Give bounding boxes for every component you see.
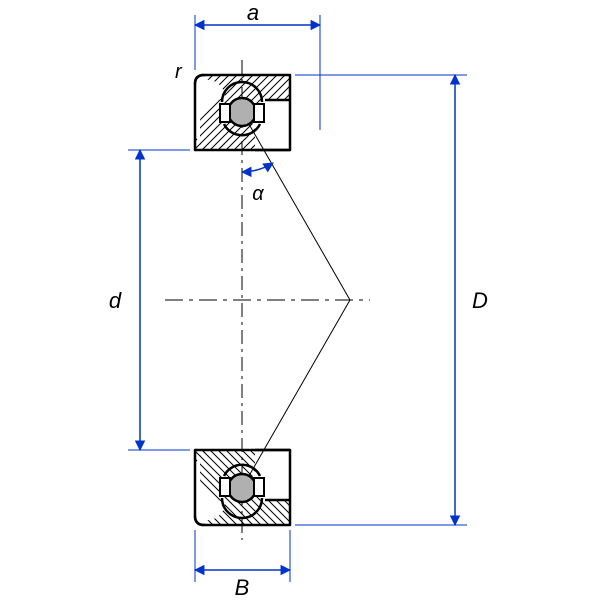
label-B: B [235,575,250,600]
dimension-alpha: α [242,163,273,205]
bearing-diagram: a B d D r α [0,0,600,600]
label-D: D [472,288,488,313]
dimension-B: B [195,530,290,600]
label-r: r [175,61,183,83]
label-d: d [109,288,122,313]
label-a: a [247,0,259,25]
contact-line-bottom [242,300,350,488]
upper-cross-section [195,75,290,150]
lower-cross-section [195,450,290,525]
label-alpha: α [252,183,264,205]
dimension-D: D [295,75,488,525]
contact-line-top [242,112,350,300]
